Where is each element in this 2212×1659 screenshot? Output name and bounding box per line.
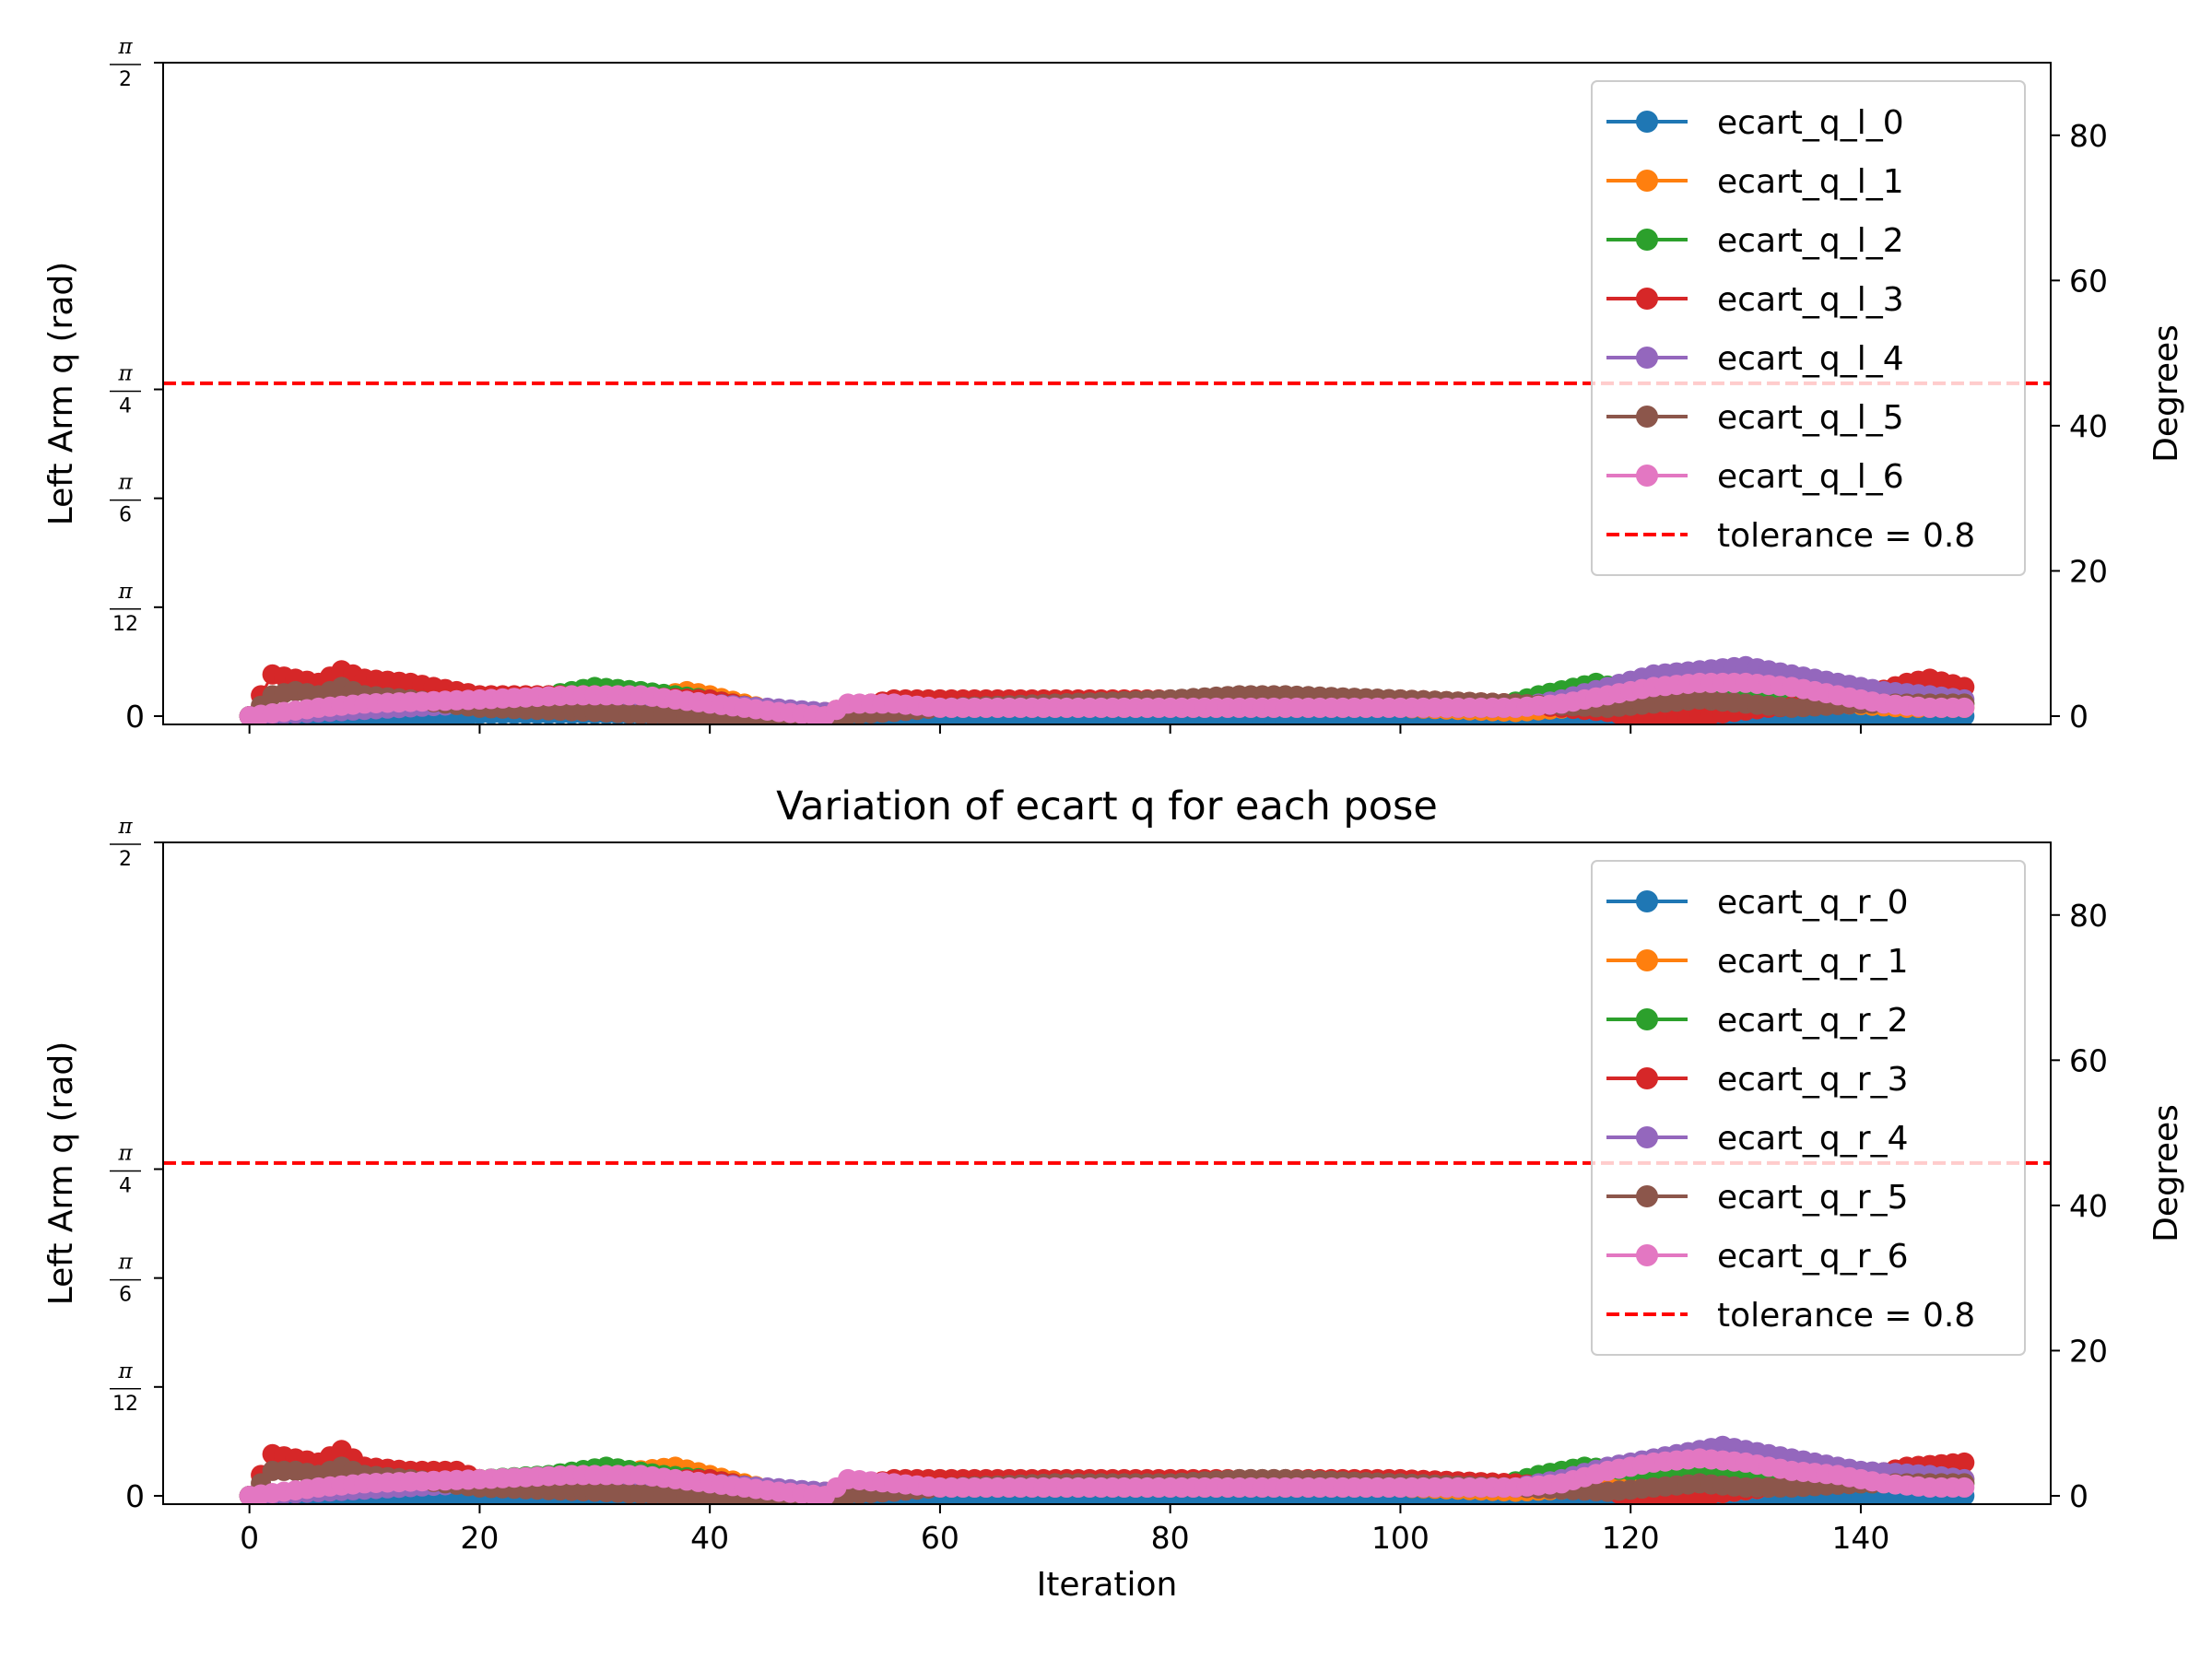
legend-swatch-marker — [1636, 1126, 1658, 1148]
y-right-axis-label: Degrees — [2147, 1104, 2185, 1242]
y-right-tick-label: 60 — [2069, 1042, 2108, 1078]
y-right-tick-label: 20 — [2069, 553, 2108, 589]
legend-label: ecart_q_l_2 — [1717, 222, 1904, 260]
y-tick-label-numerator: π — [117, 1141, 133, 1165]
legend-label: ecart_q_r_2 — [1717, 1002, 1908, 1040]
y-tick-label-denominator: 4 — [119, 1174, 132, 1197]
y-right-axis-label: Degrees — [2147, 324, 2185, 463]
legend-label: ecart_q_r_1 — [1717, 943, 1908, 981]
legend-label: ecart_q_r_0 — [1717, 884, 1908, 922]
legend: ecart_q_l_0 ecart_q_l_1 ecart_q_l_2 ecart_q… — [1591, 80, 2026, 576]
axes-frame — [162, 841, 2052, 1505]
plot-area — [163, 1160, 2051, 1504]
data-point — [1954, 1477, 1975, 1498]
legend-label: ecart_q_l_5 — [1717, 399, 1904, 437]
y-tick-label-denominator: 2 — [119, 848, 132, 871]
axes-frame — [162, 62, 2052, 725]
y-right-tick-label: 80 — [2069, 118, 2108, 154]
chart-title: Variation of ecart q for each pose — [776, 783, 1438, 830]
x-tick-label: 40 — [690, 1520, 729, 1556]
y-right-tick-label: 80 — [2069, 898, 2108, 934]
legend-label: ecart_q_r_5 — [1717, 1179, 1908, 1217]
legend-label: ecart_q_l_0 — [1717, 104, 1904, 142]
plot-area — [163, 381, 2051, 724]
y-right-tick-label: 0 — [2069, 699, 2088, 735]
legend-label: ecart_q_l_3 — [1717, 281, 1904, 319]
x-tick-label: 60 — [921, 1520, 959, 1556]
y-right-tick-label: 60 — [2069, 263, 2108, 299]
y-tick-label-numerator: π — [117, 471, 133, 495]
legend-label: ecart_q_l_1 — [1717, 163, 1904, 201]
legend-swatch-marker — [1636, 229, 1658, 251]
legend-swatch-marker — [1636, 406, 1658, 428]
y-tick-label-numerator: π — [117, 815, 133, 839]
legend-box — [1591, 860, 2026, 1356]
legend-swatch-marker — [1636, 1067, 1658, 1089]
legend-label: ecart_q_l_4 — [1717, 340, 1904, 378]
legend-swatch-marker — [1636, 949, 1658, 971]
y-tick-label-denominator: 4 — [119, 394, 132, 418]
legend-swatch-marker — [1636, 890, 1658, 912]
y-axis-label: Left Arm q (rad) — [42, 1041, 80, 1306]
legend-swatch-marker — [1636, 347, 1658, 369]
y-right-tick-label: 20 — [2069, 1333, 2108, 1369]
legend: ecart_q_r_0 ecart_q_r_1 ecart_q_r_2 ecart_q… — [1591, 860, 2026, 1356]
y-tick-label-numerator: π — [117, 35, 133, 59]
x-tick-label: 20 — [460, 1520, 499, 1556]
y-tick-label-numerator: π — [117, 1251, 133, 1275]
legend-swatch-marker — [1636, 465, 1658, 487]
legend-label: ecart_q_l_6 — [1717, 458, 1904, 496]
x-tick-label: 120 — [1602, 1520, 1660, 1556]
y-tick-label: 0 — [125, 1478, 145, 1514]
legend-swatch-marker — [1636, 1008, 1658, 1030]
y-tick-label-numerator: π — [117, 580, 133, 604]
legend-swatch-marker — [1636, 288, 1658, 310]
legend-label-tolerance: tolerance = 0.8 — [1717, 1297, 1975, 1335]
x-tick-label: 0 — [240, 1520, 259, 1556]
y-axis-label: Left Arm q (rad) — [42, 262, 80, 526]
y-tick-label-denominator: 12 — [112, 613, 138, 636]
x-axis-label: Iteration — [1037, 1566, 1178, 1604]
y-tick-label-numerator: π — [117, 361, 133, 385]
legend-label-tolerance: tolerance = 0.8 — [1717, 517, 1975, 555]
y-tick-label-numerator: π — [117, 1359, 133, 1383]
legend-swatch-marker — [1636, 1244, 1658, 1266]
top-chart: 0 π 12 π 6 π 4 π 2 Left Arm q (rad) 0 20 40 60 80 Degre… — [42, 35, 2185, 735]
x-tick-label: 80 — [1151, 1520, 1190, 1556]
legend-label: ecart_q_r_3 — [1717, 1061, 1908, 1099]
x-tick-label: 100 — [1371, 1520, 1430, 1556]
legend-label: ecart_q_r_6 — [1717, 1238, 1908, 1276]
y-tick-label-denominator: 2 — [119, 68, 132, 91]
x-tick-label: 140 — [1831, 1520, 1889, 1556]
y-tick-label-denominator: 6 — [119, 1284, 132, 1307]
y-right-tick-label: 0 — [2069, 1478, 2088, 1514]
legend-box — [1591, 80, 2026, 576]
data-point — [1954, 1452, 1975, 1473]
y-tick-label: 0 — [125, 699, 145, 735]
series-ecart_q_l_6 — [239, 672, 1975, 724]
legend-label: ecart_q_r_4 — [1717, 1120, 1908, 1158]
y-tick-label-denominator: 12 — [112, 1393, 138, 1416]
legend-swatch-marker — [1636, 170, 1658, 192]
data-point — [1954, 697, 1975, 718]
legend-swatch-marker — [1636, 1185, 1658, 1207]
y-right-tick-label: 40 — [2069, 408, 2108, 444]
legend-swatch-marker — [1636, 111, 1658, 133]
series-ecart_q_r_6 — [239, 1448, 1975, 1504]
y-tick-label-denominator: 6 — [119, 504, 132, 527]
y-right-tick-label: 40 — [2069, 1188, 2108, 1224]
